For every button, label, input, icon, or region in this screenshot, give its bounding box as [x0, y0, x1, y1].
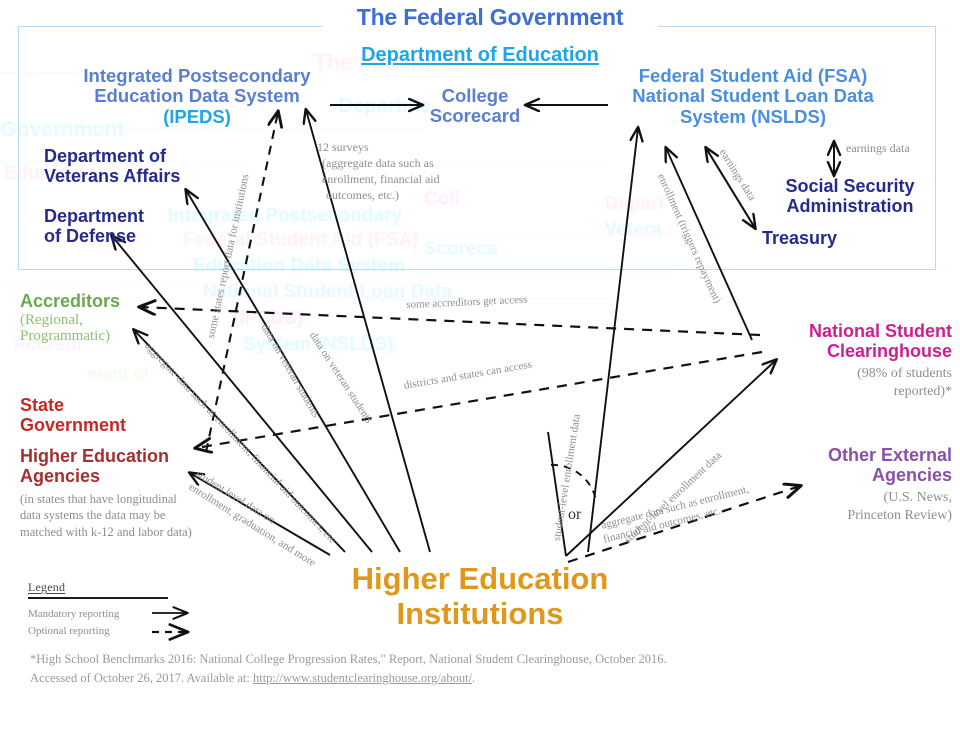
node-other-external-agencies[interactable]: Other External Agencies (U.S. News, Prin… — [730, 445, 952, 525]
node-nsc-line2: Clearinghouse — [826, 340, 952, 361]
node-college-scorecard[interactable]: College Scorecard — [420, 85, 530, 127]
node-hea-line1: Higher Education — [20, 446, 170, 466]
node-ipeds-line3: (IPEDS) — [163, 105, 231, 127]
node-state-government[interactable]: State Government — [20, 395, 127, 436]
node-fsa-line3: System (NSLDS) — [680, 105, 826, 127]
node-oea-sub2: Princeton Review) — [847, 507, 952, 523]
node-ssa-line1: Social Security — [785, 176, 915, 196]
legend-row-mandatory: Mandatory reporting — [28, 608, 178, 620]
node-accreditors-sub1: (Regional, — [20, 311, 83, 328]
node-ssa-line2: Administration — [786, 195, 914, 216]
department-of-education-title: Department of Education — [361, 44, 599, 66]
annotation-districts-and-states-can-access: districts and states can access — [403, 358, 533, 392]
node-department-of-defense[interactable]: Department of Defense — [44, 206, 145, 247]
node-fsa-line2: National Student Loan Data — [632, 85, 874, 107]
annotation-earnings-data: earnings data — [846, 141, 910, 155]
node-higher-education-agencies[interactable]: Higher Education Agencies (in states tha… — [20, 446, 192, 541]
node-state-government-line2: Government — [20, 414, 127, 435]
legend-row-optional: Optional reporting — [28, 625, 178, 637]
federal-government-title: The Federal Government — [322, 4, 658, 31]
node-social-security[interactable]: Social Security Administration — [748, 176, 952, 217]
node-oea-sub1: (U.S. News, — [883, 489, 952, 505]
node-oea-line1: Other External — [827, 445, 952, 465]
node-nsc-line1: National Student — [809, 321, 952, 341]
node-fsa-line1: Federal Student Aid (FSA) — [638, 65, 868, 86]
node-hea-line2: Agencies — [20, 465, 101, 486]
node-treasury[interactable]: Treasury — [762, 228, 838, 249]
legend: Legend Mandatory reporting Optional repo… — [28, 580, 228, 642]
node-accreditors-line1: Accreditors — [20, 291, 121, 311]
node-defense-line1: Department — [44, 206, 145, 226]
node-national-student-clearinghouse[interactable]: National Student Clearinghouse (98% of s… — [730, 321, 952, 401]
node-institutions-line1: Higher Education — [351, 561, 609, 596]
annotation-12-surveys-line4: outcomes, etc.) — [326, 188, 399, 202]
node-higher-education-institutions[interactable]: Higher Education Institutions — [320, 561, 640, 631]
annotation-or: or — [568, 506, 582, 523]
node-accreditors[interactable]: Accreditors (Regional, Programmatic) — [20, 291, 121, 345]
node-hea-sub3: matched with k-12 and labor data) — [20, 525, 192, 540]
node-college-scorecard-line1: College — [441, 85, 509, 106]
annotation-12-surveys-line3: enrollment, financial aid — [322, 172, 440, 186]
legend-mandatory-label: Mandatory reporting — [28, 607, 120, 620]
footnote-tail: . — [472, 670, 476, 685]
node-ipeds-line2: Education Data System — [94, 85, 300, 107]
annotation-12-surveys-line1: 12 surveys — [317, 140, 369, 154]
node-college-scorecard-line2: Scorecard — [429, 105, 521, 127]
legend-optional-label: Optional reporting — [28, 624, 110, 637]
legend-rule — [28, 597, 168, 599]
node-fsa-nslds[interactable]: Federal Student Aid (FSA) National Stude… — [608, 65, 898, 127]
node-treasury-line1: Treasury — [762, 228, 838, 248]
annotation-some-accreditors-get-access: some accreditors get access — [406, 293, 528, 311]
footnote-text: *High School Benchmarks 2016: National C… — [30, 652, 667, 685]
node-veterans-affairs-line2: Veterans Affairs — [44, 165, 181, 186]
node-veterans-affairs[interactable]: Department of Veterans Affairs — [44, 146, 181, 187]
node-nsc-sub1: (98% of students — [857, 365, 952, 381]
node-hea-sub1: (in states that have longitudinal — [20, 491, 177, 506]
node-ipeds[interactable]: Integrated Postsecondary Education Data … — [62, 65, 332, 127]
node-oea-line2: Agencies — [871, 464, 952, 485]
node-institutions-line2: Institutions — [396, 595, 564, 631]
node-ipeds-line1: Integrated Postsecondary — [83, 65, 311, 86]
footnote-url[interactable]: http://www.studentclearinghouse.org/abou… — [252, 670, 473, 685]
node-state-government-line1: State — [20, 395, 65, 415]
node-veterans-affairs-line1: Department of — [44, 146, 167, 166]
node-hea-sub2: data systems the data may be — [20, 508, 166, 523]
diagram-canvas: Government t Education Integrated Postse… — [0, 4, 952, 688]
node-accreditors-sub2: Programmatic) — [20, 328, 110, 345]
annotation-12-surveys-line2: (aggregate data such as — [322, 156, 434, 170]
legend-title: Legend — [28, 580, 66, 594]
node-defense-line2: of Defense — [44, 225, 137, 246]
node-nsc-sub2: reported)* — [893, 383, 952, 399]
footnote: *High School Benchmarks 2016: National C… — [30, 650, 670, 688]
